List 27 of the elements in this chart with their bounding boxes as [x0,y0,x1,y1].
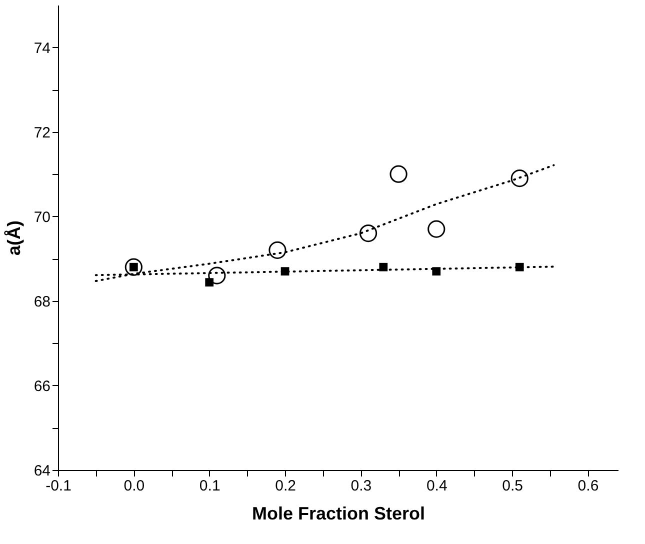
point [124,258,142,276]
x-tick-label: 0.3 [350,478,372,494]
x-tick-label: -0.1 [46,478,72,494]
y-axis-title: a(Å) [4,220,24,256]
point [390,165,408,183]
y-tick-label: 72 [34,124,50,142]
x-tick-label: 0.6 [578,478,599,494]
y-tick-label: 66 [34,378,50,395]
x-tick-label: 0.4 [426,478,448,494]
x-axis-title: Mole Fraction Sterol [252,504,426,524]
y-tick-label: 64 [34,462,50,480]
y-tick-label: 70 [34,208,50,226]
y-tick-label: 68 [34,293,50,310]
x-tick-label: 0.2 [275,478,296,494]
x-tick-label: 0.5 [502,478,523,494]
x-tick-label: 0.1 [199,478,220,494]
y-tick-label: 74 [34,40,50,57]
line-series [94,164,555,282]
x-tick-label: 0.0 [124,478,145,494]
point [428,220,446,238]
point [432,267,441,276]
point [379,262,388,272]
point [208,266,226,284]
point [359,224,378,242]
point [268,241,286,259]
point [510,170,528,188]
point [515,262,524,272]
